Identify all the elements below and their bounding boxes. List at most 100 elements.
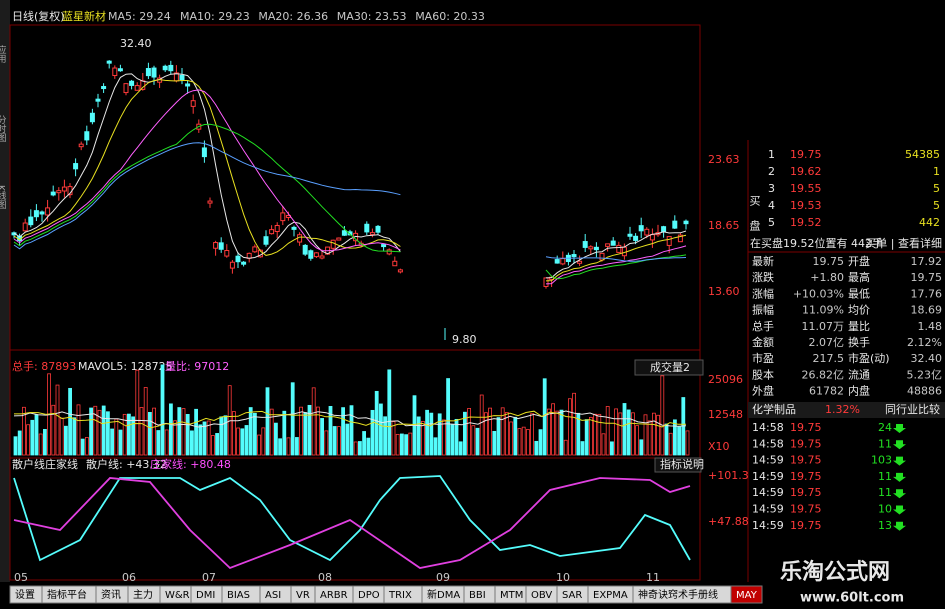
book-links[interactable]: 买单 | 查看详细 bbox=[865, 236, 942, 250]
tab-label[interactable]: W&R bbox=[165, 590, 190, 601]
toolbar-item[interactable]: 应用 bbox=[0, 44, 6, 64]
ma-label: MA10: 29.23 bbox=[180, 10, 250, 23]
tick-time: 14:59 bbox=[752, 470, 784, 483]
tab-label[interactable]: 神奇诀窍术手册线 bbox=[638, 588, 718, 601]
content: 日线(复权) 蓝星新材 32.40 9.80 总手: 87893 MAVOL5:… bbox=[0, 9, 945, 606]
book-note: 在买盘19.52位置有 442手 bbox=[750, 236, 883, 250]
quote-value: +1.80 bbox=[810, 271, 844, 284]
volume-ratio: 量比: 97012 bbox=[165, 360, 229, 373]
tab-label[interactable]: OBV bbox=[531, 590, 552, 601]
left-toolbar bbox=[0, 0, 10, 582]
candle-body bbox=[610, 240, 616, 246]
volume-bar bbox=[509, 421, 514, 456]
tab-label[interactable]: MTM bbox=[500, 590, 523, 601]
volume-bar bbox=[127, 413, 131, 456]
book-volume: 54385 bbox=[905, 148, 940, 161]
volume-bar bbox=[597, 413, 602, 456]
volume-bar bbox=[181, 408, 186, 456]
tick-time: 14:59 bbox=[752, 454, 784, 467]
volume-bar bbox=[668, 432, 673, 456]
help-label[interactable]: 指标说明 bbox=[660, 457, 704, 471]
candle-body bbox=[644, 228, 650, 236]
volume-bar bbox=[219, 416, 224, 456]
tab-label[interactable]: 设置 bbox=[15, 589, 35, 601]
candle-body bbox=[341, 230, 347, 236]
volume-bar bbox=[395, 433, 400, 456]
tab-label[interactable]: ARBR bbox=[320, 590, 348, 601]
indicator-dropdown[interactable] bbox=[634, 359, 704, 376]
tick-price: 19.75 bbox=[790, 421, 822, 434]
quote-value: 5.23亿 bbox=[907, 368, 943, 381]
volume-bar bbox=[131, 416, 136, 456]
tab-label[interactable]: BIAS bbox=[227, 590, 250, 601]
tab-label[interactable]: DMI bbox=[196, 590, 215, 601]
indicator-axis-label: +101.3 bbox=[708, 469, 749, 482]
volume-bar bbox=[673, 419, 677, 456]
volume-bar bbox=[147, 412, 152, 456]
tab-label[interactable]: 资讯 bbox=[101, 589, 121, 601]
volume-bar bbox=[332, 426, 337, 456]
quote-label: 市盈 bbox=[752, 351, 774, 365]
candle-body bbox=[649, 234, 655, 241]
volume-bar bbox=[59, 417, 64, 456]
volume-bar bbox=[26, 424, 31, 456]
date-label: 08 bbox=[318, 571, 332, 584]
candle-body bbox=[61, 186, 67, 192]
candle-body bbox=[560, 258, 566, 265]
volume-bar bbox=[51, 404, 56, 456]
quote-value: 48886 bbox=[907, 385, 942, 398]
tab[interactable] bbox=[730, 585, 763, 604]
book-level: 4 bbox=[768, 199, 775, 212]
volume-bar bbox=[399, 433, 404, 456]
quote-label: 外盘 bbox=[752, 384, 774, 398]
industry-link[interactable]: 同行业比较 bbox=[885, 402, 940, 416]
volume-bar bbox=[173, 420, 178, 456]
quote-label: 开盘 bbox=[848, 254, 870, 268]
tick-time: 14:58 bbox=[752, 421, 784, 434]
candle-body bbox=[616, 244, 622, 253]
toolbar-item[interactable]: K线图 bbox=[0, 185, 6, 210]
candle-body bbox=[571, 254, 577, 258]
candle-body bbox=[661, 226, 667, 233]
volume-bar bbox=[210, 435, 215, 456]
quote-value: +10.03% bbox=[793, 287, 844, 300]
tab-label[interactable]: ASI bbox=[265, 590, 281, 601]
chart-frame bbox=[9, 24, 701, 581]
candle-body bbox=[84, 131, 90, 141]
volume-bar bbox=[30, 419, 35, 456]
indicator-line bbox=[13, 477, 691, 570]
stock-name: 蓝星新材 bbox=[62, 9, 106, 23]
volume-bar bbox=[177, 407, 182, 456]
help-button[interactable] bbox=[654, 457, 702, 473]
dropdown-label[interactable]: 成交量2 bbox=[650, 360, 690, 374]
volume-bar bbox=[223, 415, 228, 456]
tab-label[interactable]: MAY bbox=[736, 590, 758, 601]
tab-label[interactable]: BBI bbox=[469, 590, 486, 601]
quote-label: 涨跌 bbox=[752, 270, 774, 284]
volume-bar bbox=[429, 412, 434, 456]
volume-bar bbox=[475, 427, 480, 456]
tab-label[interactable]: 主力 bbox=[133, 588, 153, 601]
tab-label[interactable]: 新DMA bbox=[427, 588, 460, 601]
volume-bar bbox=[580, 441, 585, 456]
ma-label: MA5: 29.24 bbox=[108, 10, 171, 23]
book-level: 2 bbox=[768, 165, 775, 178]
mavol5: MAVOL5: 128725 bbox=[78, 360, 173, 373]
tab-label[interactable]: EXPMA bbox=[593, 590, 628, 601]
volume-bar bbox=[194, 408, 199, 456]
volume-bar bbox=[215, 433, 220, 456]
tab-label[interactable]: DPO bbox=[358, 590, 380, 601]
candle-body bbox=[633, 235, 639, 241]
quote-value: 32.40 bbox=[911, 352, 943, 365]
tab-label[interactable]: VR bbox=[296, 590, 310, 601]
candle-body bbox=[140, 80, 146, 90]
tick-arrow bbox=[893, 505, 906, 515]
tab-label[interactable]: 指标平台 bbox=[47, 588, 87, 601]
toolbar-item[interactable]: 分时图 bbox=[0, 115, 6, 143]
candle-body bbox=[123, 83, 129, 94]
indicator-name: 散户线庄家线 bbox=[12, 457, 78, 471]
volume-bar bbox=[618, 412, 623, 456]
tab-label[interactable]: SAR bbox=[562, 590, 582, 601]
volume-ma bbox=[13, 410, 687, 428]
tab-label[interactable]: TRIX bbox=[388, 590, 412, 601]
